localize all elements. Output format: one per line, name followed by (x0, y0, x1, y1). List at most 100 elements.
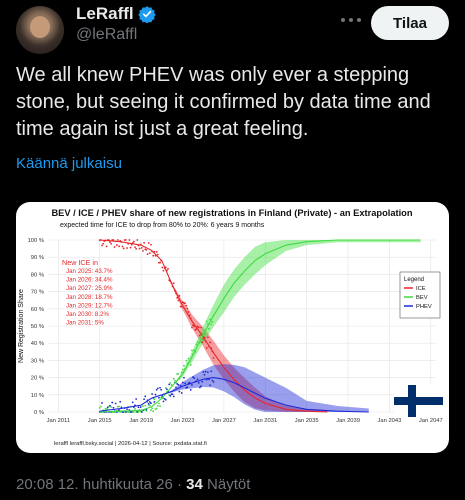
point-phev (198, 386, 201, 389)
point-bev (118, 405, 120, 408)
tweet-date[interactable]: 12. huhtikuuta 26 (57, 476, 173, 493)
point-bev (98, 407, 101, 409)
chart-legend: Legend ICE BEV PHEV (399, 271, 441, 319)
point-bev (148, 404, 151, 407)
annotation-line: Jan 2028: 18.7% (66, 294, 113, 301)
point-ice (178, 294, 181, 297)
point-bev (155, 407, 158, 410)
point-ice (148, 252, 151, 254)
y-tick-label: 30 % (31, 358, 44, 364)
point-phev (164, 398, 167, 401)
x-tick-label: Jan 2027 (212, 418, 236, 424)
point-phev (168, 383, 171, 386)
point-phev (179, 384, 182, 387)
tweet-time[interactable]: 20:08 (16, 476, 54, 493)
point-ice (130, 243, 133, 246)
point-phev (197, 381, 200, 384)
point-phev (101, 402, 103, 404)
chart-credits: leraffl leraffl.bsky.social | 2026-04-12… (54, 441, 207, 447)
point-bev (191, 349, 193, 352)
point-bev (177, 372, 180, 375)
point-phev (200, 385, 202, 388)
point-phev (158, 396, 160, 399)
point-ice (200, 326, 202, 329)
annotation-line: Jan 2027: 25.9% (66, 285, 113, 292)
point-bev (152, 410, 155, 413)
point-bev (181, 368, 184, 371)
point-ice (185, 304, 188, 307)
point-bev (132, 411, 135, 413)
point-ice (134, 246, 136, 249)
point-ice (105, 245, 108, 248)
point-ice (132, 240, 135, 243)
point-bev (172, 377, 175, 380)
point-phev (120, 406, 123, 409)
point-phev (150, 402, 152, 405)
point-ice (197, 326, 200, 329)
author-handle[interactable]: @leRaffl (76, 26, 138, 43)
follow-button[interactable]: Tilaa (371, 6, 449, 40)
point-phev (156, 387, 159, 390)
point-ice (161, 266, 164, 269)
annotation-title: New ICE in (62, 258, 98, 267)
author-name-text[interactable]: LeRaffl (76, 4, 134, 23)
point-phev (139, 406, 142, 408)
point-phev (154, 393, 157, 396)
point-bev (110, 406, 113, 408)
y-tick-label: 10 % (31, 393, 44, 399)
legend-title: Legend (404, 277, 424, 283)
translate-post-link[interactable]: Käännä julkaisu (16, 155, 122, 172)
point-phev (206, 371, 209, 374)
point-phev (191, 384, 193, 386)
chart-subtitle: expected time for ICE to drop from 80% t… (60, 222, 265, 229)
x-tick-label: Jan 2015 (88, 418, 112, 424)
footer-separator: · (176, 476, 182, 493)
legend-box (399, 271, 441, 319)
point-phev (145, 408, 148, 411)
point-bev (153, 398, 156, 401)
point-ice (142, 249, 144, 252)
point-ice (129, 246, 132, 249)
point-ice (167, 267, 169, 270)
y-axis-label: New Registration Share (18, 289, 25, 363)
point-phev (178, 390, 181, 393)
line-phev (99, 377, 369, 413)
x-tick-label: Jan 2043 (378, 418, 402, 424)
point-phev (153, 401, 156, 403)
point-ice (209, 341, 212, 344)
point-ice (122, 247, 125, 250)
more-options-icon[interactable] (341, 14, 361, 26)
point-bev (173, 379, 176, 382)
point-phev (159, 386, 161, 389)
point-ice (135, 247, 138, 250)
point-ice (118, 245, 120, 248)
point-bev (156, 405, 159, 407)
point-phev (111, 401, 114, 404)
author-name[interactable]: LeRaffl (76, 4, 156, 24)
point-ice (162, 269, 165, 272)
annotation-line: Jan 2029: 12.7% (66, 302, 113, 309)
verified-badge-icon (137, 6, 156, 23)
point-phev (184, 382, 186, 385)
point-phev (172, 395, 175, 398)
y-tick-label: 60 % (31, 307, 44, 313)
y-tick-label: 100 % (28, 238, 44, 244)
finland-flag-icon (394, 385, 443, 417)
point-ice (156, 253, 159, 256)
avatar[interactable] (16, 6, 64, 54)
point-ice (205, 347, 208, 349)
point-ice (146, 253, 149, 256)
point-phev (211, 379, 214, 382)
tweet-media-image[interactable]: BEV / ICE / PHEV share of new registrati… (16, 202, 449, 453)
point-ice (115, 244, 118, 246)
point-phev (202, 371, 205, 373)
point-ice (150, 243, 152, 246)
point-ice (125, 239, 127, 241)
point-ice (180, 305, 183, 308)
point-phev (143, 398, 146, 401)
annotation-line: Jan 2030: 8.2% (66, 311, 109, 318)
point-phev (130, 411, 133, 413)
annotation-line: Jan 2031: 5% (66, 320, 104, 327)
band-phev (99, 364, 369, 412)
